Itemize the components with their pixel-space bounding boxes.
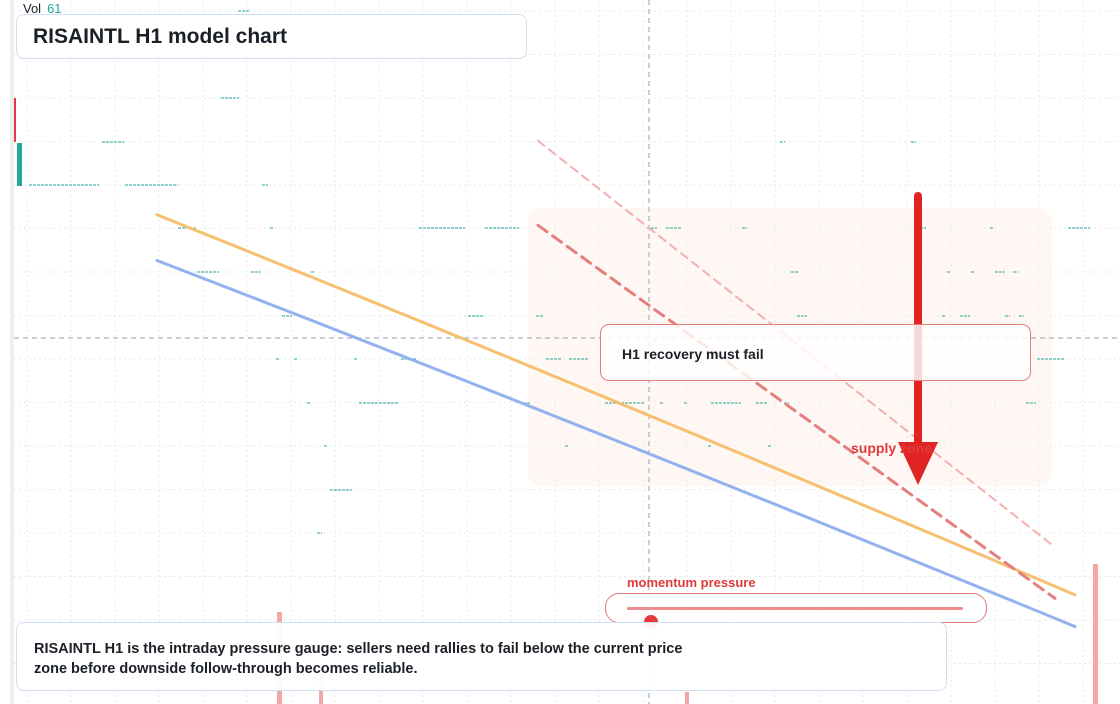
callout-text: H1 recovery must fail (622, 346, 764, 362)
volume-label: Vol (23, 1, 42, 16)
volume-bar (1093, 564, 1098, 704)
candle-bull (17, 143, 22, 186)
upper-trend-line (155, 213, 1077, 597)
momentum-gauge[interactable] (605, 593, 987, 629)
price-scale-edge (10, 0, 14, 704)
resistance-line (536, 223, 1057, 600)
volume-value: 61 (47, 1, 62, 16)
gauge-track (627, 607, 963, 629)
title-panel: RISAINTL H1 model chart (16, 14, 527, 59)
summary-text: RISAINTL H1 is the intraday pressure gau… (34, 641, 683, 677)
chart-title: RISAINTL H1 model chart (33, 25, 287, 48)
down-arrow-icon (898, 442, 938, 485)
supply-zone-label: supply zone (851, 440, 932, 456)
summary-panel: RISAINTL H1 is the intraday pressure gau… (16, 622, 947, 691)
volume-bar (685, 692, 689, 704)
momentum-gauge-label: momentum pressure (627, 575, 756, 590)
recovery-callout: H1 recovery must fail (600, 324, 1031, 381)
lower-trend-line (155, 258, 1077, 629)
volume-readout: Vol 61 (23, 1, 62, 16)
